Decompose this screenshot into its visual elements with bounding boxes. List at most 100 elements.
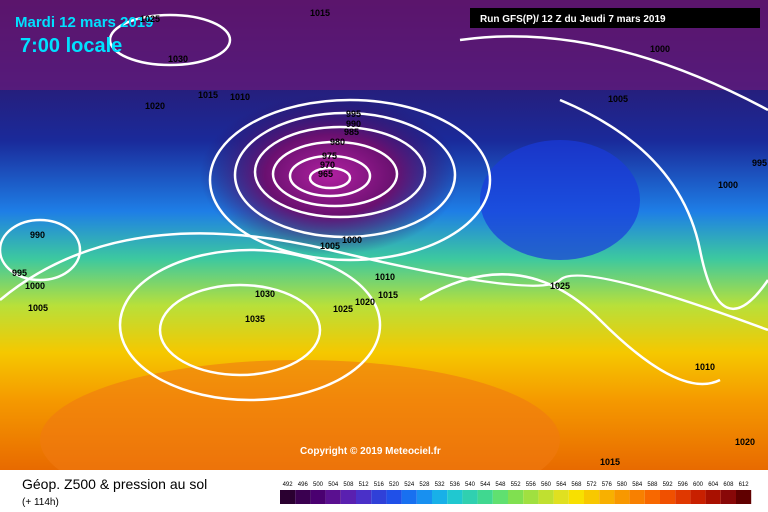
legend-label: 572: [587, 482, 598, 488]
low-area: [200, 95, 460, 255]
isobar-label: 1010: [230, 92, 250, 102]
legend-label: 496: [298, 482, 309, 488]
isobar-label: 1030: [168, 54, 188, 64]
legend-label: 600: [693, 482, 704, 488]
isobar-label: 980: [330, 137, 345, 147]
isobar-label: 995: [346, 109, 361, 119]
isobar-label: 1010: [695, 362, 715, 372]
legend-swatch: [416, 490, 432, 504]
isobar-label: 1025: [333, 304, 353, 314]
legend-label: 580: [617, 482, 628, 488]
legend-label: 560: [541, 482, 552, 488]
isobar-label: 1030: [255, 289, 275, 299]
time: 7:00 locale: [20, 35, 122, 57]
legend-label: 612: [739, 482, 750, 488]
legend-label: 516: [374, 482, 385, 488]
legend-label: 556: [526, 482, 537, 488]
legend-swatch: [295, 490, 311, 504]
legend-swatch: [477, 490, 493, 504]
legend-label: 552: [511, 482, 522, 488]
legend-swatch: [584, 490, 600, 504]
legend-label: 528: [419, 482, 430, 488]
legend-label: 544: [480, 482, 491, 488]
isobar-label: 1015: [198, 90, 218, 100]
legend-label: 504: [328, 482, 339, 488]
legend-swatch: [371, 490, 387, 504]
run-info: Run GFS(P)/ 12 Z du Jeudi 7 mars 2019: [480, 14, 666, 25]
isobar-label: 1020: [145, 101, 165, 111]
isobar-label: 1005: [608, 94, 628, 104]
legend-swatch: [736, 490, 752, 504]
isobar-label: 1035: [245, 314, 265, 324]
isobar-label: 990: [346, 119, 361, 129]
isobar-label: 1000: [718, 180, 738, 190]
legend-label: 596: [678, 482, 689, 488]
legend-label: 500: [313, 482, 324, 488]
legend-swatch: [325, 490, 341, 504]
legend-label: 548: [495, 482, 506, 488]
forecast-lead: (+ 114h): [22, 497, 59, 508]
isobars: [0, 13, 768, 402]
date: Mardi 12 mars 2019: [15, 14, 153, 31]
legend-label: 584: [632, 482, 643, 488]
legend-swatch: [386, 490, 402, 504]
isobar-label: 1020: [735, 437, 755, 447]
legend-label: 532: [435, 482, 446, 488]
legend-label: 576: [602, 482, 613, 488]
isobar-label: 1015: [378, 290, 398, 300]
legend-swatch: [644, 490, 660, 504]
isobar-label: 995: [752, 158, 767, 168]
legend-swatch: [401, 490, 417, 504]
isobar-label: 1010: [375, 272, 395, 282]
legend-swatch: [675, 490, 691, 504]
run-box: [470, 8, 760, 28]
isobar-label: 1005: [28, 303, 48, 313]
isobar-label: 1005: [320, 241, 340, 251]
legend-label: 508: [343, 482, 354, 488]
isobar-label: 1000: [342, 235, 362, 245]
legend-label: 564: [556, 482, 567, 488]
isobar-label: 965: [318, 169, 333, 179]
legend-label: 604: [708, 482, 719, 488]
copyright: Copyright © 2019 Meteociel.fr: [300, 446, 441, 457]
legend-swatch: [462, 490, 478, 504]
legend-label: 492: [283, 482, 294, 488]
legend-swatch: [492, 490, 508, 504]
legend-label: 592: [663, 482, 674, 488]
isobar-label: 1025: [140, 14, 160, 24]
isobar-label: 1015: [310, 8, 330, 18]
isobar-label: 995: [12, 268, 27, 278]
legend-swatch: [356, 490, 372, 504]
legend-swatch: [432, 490, 448, 504]
legend-swatch: [660, 490, 676, 504]
legend-swatch: [599, 490, 615, 504]
isobar-label: 975: [322, 151, 337, 161]
legend-swatch: [310, 490, 326, 504]
legend-label: 588: [647, 482, 658, 488]
legend-swatch: [340, 490, 356, 504]
legend-label: 536: [450, 482, 461, 488]
trough: [480, 140, 640, 260]
legend-swatch: [553, 490, 569, 504]
isobar-label: 970: [320, 160, 335, 170]
legend-label: 568: [571, 482, 582, 488]
isobar-label: 1025: [550, 281, 570, 291]
isobar-label: 1000: [25, 281, 45, 291]
isobar-label: 985: [344, 127, 359, 137]
legend-swatch: [538, 490, 554, 504]
legend-swatch: [447, 490, 463, 504]
legend-swatch: [508, 490, 524, 504]
legend-swatch: [690, 490, 706, 504]
legend-swatch: [523, 490, 539, 504]
isobar-label: 1015: [600, 457, 620, 467]
legend-label: 520: [389, 482, 400, 488]
isobar-label: 1000: [650, 44, 670, 54]
legend-label: 540: [465, 482, 476, 488]
legend-swatch: [705, 490, 721, 504]
legend-swatch: [614, 490, 630, 504]
isobar-label: 1020: [355, 297, 375, 307]
isobar-label: 990: [30, 230, 45, 240]
legend-swatch: [629, 490, 645, 504]
legend-swatch: [568, 490, 584, 504]
legend-swatch: [720, 490, 736, 504]
